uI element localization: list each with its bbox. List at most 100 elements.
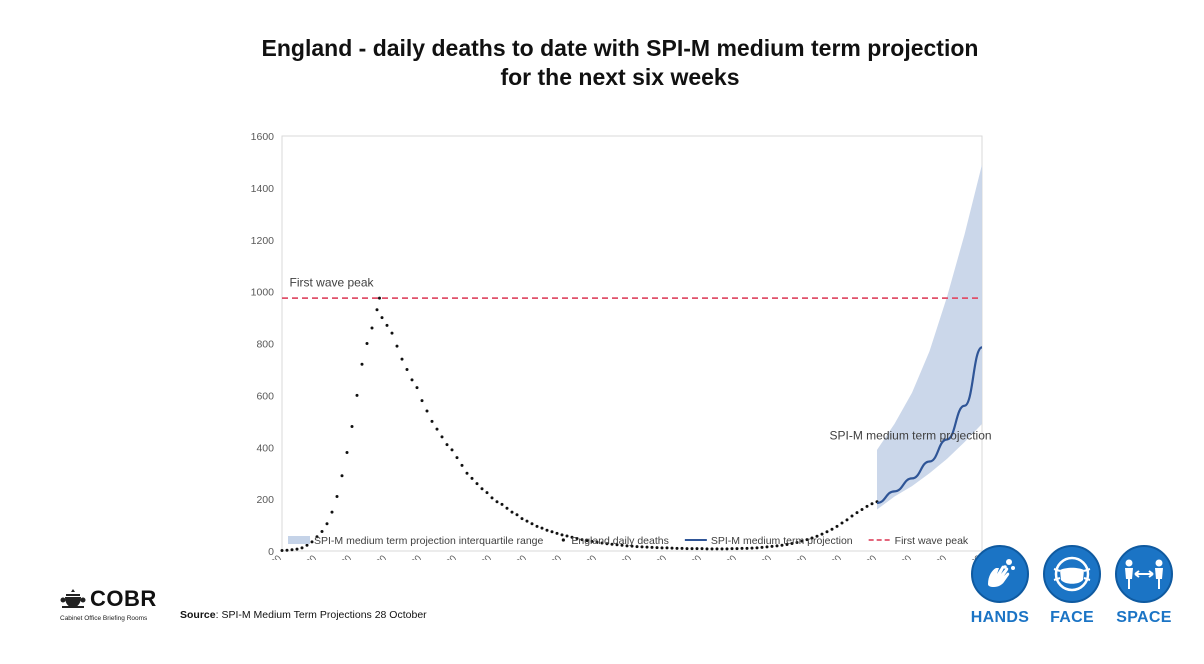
legend-swatch-band [288, 536, 310, 544]
daily-deaths-point [445, 443, 449, 447]
daily-deaths-point [615, 543, 619, 547]
daily-deaths-point [355, 393, 359, 397]
daily-deaths-point [860, 508, 864, 511]
daily-deaths-point [590, 539, 594, 543]
chart-annotation: SPI-M medium term projection [830, 428, 992, 442]
daily-deaths-point [645, 545, 649, 549]
x-axis: 03-Mar-2017-Mar-2031-Mar-2014-Apr-2028-A… [245, 553, 984, 560]
hands-washing-icon [988, 559, 1015, 587]
daily-deaths-point [625, 544, 629, 548]
daily-deaths-point [340, 474, 344, 478]
daily-deaths-point [350, 425, 354, 428]
daily-deaths-point [670, 546, 674, 550]
y-axis: 0 200 400 600 800 1000 1200 1400 1600 [251, 131, 275, 558]
daily-deaths-point [750, 546, 754, 550]
y-tick-label: 1200 [251, 235, 275, 247]
chart-annotation: First wave peak [290, 275, 375, 289]
daily-deaths-point [380, 316, 384, 320]
daily-deaths-point [740, 546, 744, 550]
daily-deaths-point [485, 491, 489, 495]
daily-deaths-point [770, 544, 774, 548]
daily-deaths-point [465, 471, 469, 475]
daily-deaths-point [315, 535, 319, 539]
daily-deaths-point [705, 547, 709, 551]
daily-deaths-point [310, 540, 314, 544]
badge-face-label: FACE [1050, 609, 1094, 626]
projection-curve [876, 346, 984, 505]
y-tick-label: 200 [256, 494, 274, 506]
x-tick-label: 04-Aug-20 [630, 553, 669, 560]
cobr-wordmark: COBR [90, 586, 157, 611]
daily-deaths-point [785, 543, 789, 547]
y-tick-label: 800 [256, 339, 274, 351]
cobr-logo: COBR Cabinet Office Briefing Rooms [60, 586, 170, 622]
x-tick-label: 17-Mar-20 [280, 553, 319, 560]
y-tick-label: 1000 [251, 287, 275, 299]
daily-deaths-point [865, 504, 869, 508]
daily-deaths-point [555, 531, 559, 535]
daily-deaths-point [510, 510, 514, 514]
daily-deaths-point [325, 522, 329, 526]
daily-deaths-point [560, 533, 564, 537]
legend-item: England daily deaths [561, 535, 669, 547]
badge-space-label: SPACE [1116, 609, 1172, 626]
daily-deaths-point [290, 548, 294, 552]
daily-deaths-point [360, 362, 364, 366]
daily-deaths-point [680, 546, 684, 550]
x-tick-label: 24-Nov-20 [910, 553, 949, 560]
daily-deaths-point [390, 331, 394, 335]
daily-deaths-point [395, 344, 399, 348]
daily-deaths-point [685, 547, 689, 551]
daily-deaths-point [365, 342, 369, 345]
daily-deaths-point [675, 546, 679, 550]
annotations: First wave peak SPI-M medium term project… [290, 275, 992, 442]
x-tick-label: 12-May-20 [419, 553, 459, 560]
y-tick-label: 400 [256, 442, 274, 454]
daily-deaths-point [700, 547, 704, 551]
daily-deaths-point [378, 296, 381, 300]
daily-deaths-point [620, 543, 624, 547]
x-tick-label: 23-Jun-20 [526, 553, 564, 560]
daily-deaths-point [435, 427, 439, 431]
daily-deaths-point [755, 546, 759, 550]
legend-swatch-dot [561, 538, 565, 542]
daily-deaths-point [595, 540, 599, 544]
x-tick-label: 27-Oct-20 [841, 553, 879, 560]
daily-deaths-point [295, 547, 299, 551]
daily-deaths-point [835, 524, 839, 528]
daily-deaths-point [430, 419, 434, 423]
daily-deaths-point [285, 548, 289, 552]
daily-deaths-point [450, 448, 454, 452]
daily-deaths-point [330, 510, 334, 514]
daily-deaths-point [335, 495, 339, 499]
y-tick-label: 600 [256, 390, 274, 402]
x-tick-label: 18-Aug-20 [665, 553, 704, 560]
daily-deaths-point [505, 506, 509, 510]
x-tick-label: 15-Sep-20 [735, 553, 774, 560]
legend-label: First wave peak [895, 535, 969, 547]
daily-deaths-point [720, 547, 724, 551]
x-tick-label: 10-Nov-20 [875, 553, 914, 560]
daily-deaths-point [760, 545, 764, 549]
daily-deaths-point [845, 518, 849, 522]
badge-face: FACE [1042, 545, 1102, 627]
daily-deaths-point [405, 367, 409, 371]
source-text: : SPI-M Medium Term Projections 28 Octob… [215, 609, 427, 621]
daily-deaths-point [780, 543, 784, 547]
daily-deaths-point [500, 502, 504, 506]
x-tick-label: 09-Jun-20 [491, 553, 529, 560]
source-note: Source: SPI-M Medium Term Projections 28… [180, 609, 427, 621]
daily-deaths-point [545, 528, 549, 532]
social-distance-icon [1125, 559, 1163, 589]
daily-deaths-point [715, 547, 719, 551]
daily-deaths-point [810, 536, 814, 540]
x-tick-label: 21-Jul-20 [598, 553, 634, 560]
daily-deaths-point [520, 517, 524, 521]
badge-hands-label: HANDS [970, 609, 1030, 626]
daily-deaths-point [745, 546, 749, 550]
y-tick-label: 0 [268, 546, 274, 558]
daily-deaths-point [710, 547, 714, 551]
x-tick-label: 03-Mar-20 [245, 553, 284, 560]
daily-deaths-point [415, 386, 419, 390]
legend-item: First wave peak [868, 535, 969, 547]
